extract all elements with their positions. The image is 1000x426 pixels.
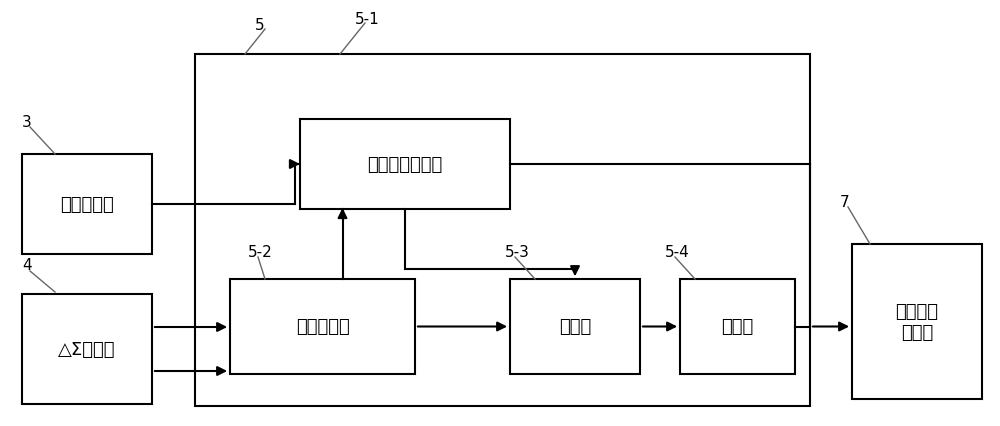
Bar [680, 279, 795, 374]
Text: 5-4: 5-4 [665, 245, 690, 259]
Bar [230, 279, 415, 374]
Bar [22, 155, 152, 254]
Bar [300, 120, 510, 210]
Text: 积分器: 积分器 [721, 318, 754, 336]
Bar [22, 294, 152, 404]
Text: 校正延时计数器: 校正延时计数器 [367, 155, 443, 173]
Bar [195, 55, 810, 406]
Text: 闭环角度
跟踪器: 闭环角度 跟踪器 [896, 302, 938, 341]
Text: 5: 5 [255, 18, 265, 33]
Bar [510, 279, 640, 374]
Text: 5-2: 5-2 [248, 245, 273, 259]
Bar [852, 245, 982, 399]
Text: 抽样滤波器: 抽样滤波器 [296, 318, 349, 336]
Text: 5-1: 5-1 [355, 12, 380, 27]
Text: 7: 7 [840, 195, 850, 210]
Text: 载波生成器: 载波生成器 [60, 196, 114, 213]
Text: 乘法器: 乘法器 [559, 318, 591, 336]
Text: 5-3: 5-3 [505, 245, 530, 259]
Text: 3: 3 [22, 115, 32, 130]
Text: △Σ调制器: △Σ调制器 [58, 340, 116, 358]
Text: 4: 4 [22, 257, 32, 272]
